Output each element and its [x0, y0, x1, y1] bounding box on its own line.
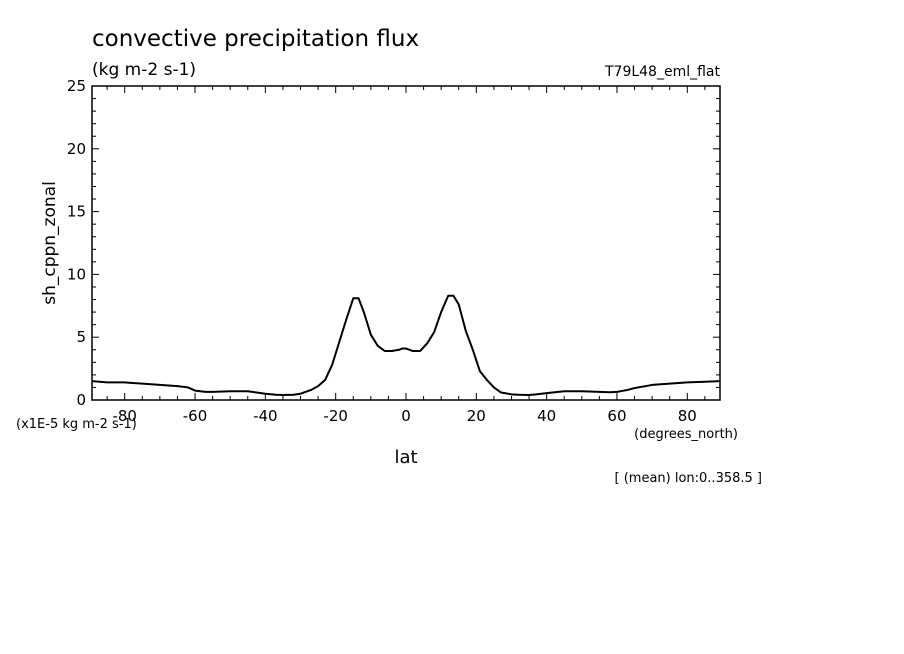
- x-tick-label: -20: [323, 407, 348, 425]
- y-tick-label: 10: [67, 265, 86, 283]
- tick-labels: -80 -60 -40 -20 0 20 40 60 80 0 5 10 15 20 25: [67, 77, 697, 425]
- y-tick-label: 15: [67, 203, 86, 221]
- experiment-label: T79L48_eml_flat: [604, 64, 721, 80]
- x-tick-label: 20: [467, 407, 486, 425]
- x-tick-label: 0: [401, 407, 411, 425]
- y-scale-note: (x1E-5 kg m-2 s-1): [16, 417, 137, 432]
- chart-title: convective precipitation flux: [92, 26, 419, 52]
- x-axis-label: lat: [394, 447, 417, 468]
- x-tick-label: -40: [253, 407, 278, 425]
- x-tick-label: 60: [607, 407, 626, 425]
- x-tick-label: 80: [678, 407, 697, 425]
- plot-frame: [91, 85, 721, 401]
- x-units-label: (degrees_north): [634, 427, 738, 442]
- y-axis-label: sh_cppn_zonal: [40, 181, 60, 305]
- footnote: [ (mean) lon:0..358.5 ]: [615, 471, 763, 486]
- x-tick-label: -60: [183, 407, 208, 425]
- y-tick-label: 20: [67, 140, 86, 158]
- series-line: [91, 294, 721, 396]
- x-tick-label: -80: [112, 407, 137, 425]
- y-tick-label: 25: [67, 77, 86, 95]
- x-tick-label: 40: [537, 407, 556, 425]
- y-tick-label: 5: [76, 328, 86, 346]
- axis-ticks: [92, 85, 720, 401]
- y-tick-label: 0: [76, 391, 86, 409]
- chart-units: (kg m-2 s-1): [92, 60, 196, 80]
